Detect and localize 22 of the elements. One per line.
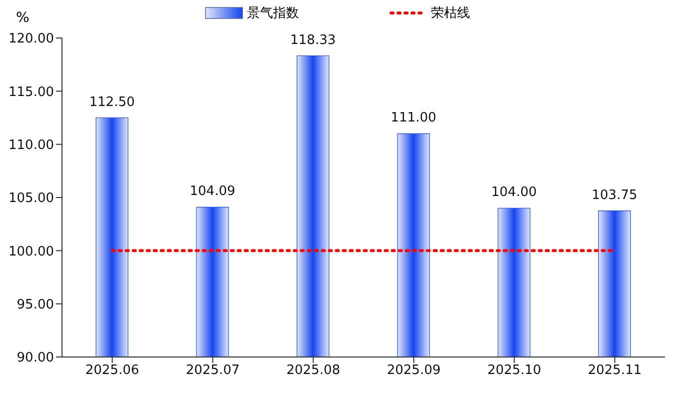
y-tick-label: 120.00 (8, 32, 54, 47)
data-label: 118.33 (290, 32, 336, 48)
x-tick-label: 2025.10 (487, 363, 542, 378)
x-tick-label: 2025.11 (588, 363, 642, 378)
x-tick-label: 2025.07 (186, 363, 240, 378)
x-tick-label: 2025.08 (286, 363, 340, 378)
y-tick-label: 100.00 (8, 244, 54, 260)
data-label: 104.00 (491, 185, 537, 200)
x-tick-label: 2025.06 (85, 363, 140, 378)
x-tick-label: 2025.09 (386, 363, 441, 378)
y-axis-title: % (16, 10, 30, 26)
data-label: 103.75 (592, 188, 638, 203)
legend-label: 荣枯线 (431, 5, 470, 22)
y-tick-label: 115.00 (8, 84, 54, 100)
y-tick-label: 90.00 (16, 350, 54, 366)
y-tick-label: 105.00 (8, 191, 54, 206)
data-label: 111.00 (390, 110, 436, 126)
y-tick-label: 110.00 (8, 138, 54, 153)
data-label: 104.09 (190, 184, 236, 200)
legend-label: 景气指数 (247, 5, 299, 22)
data-label: 112.50 (89, 94, 135, 110)
y-tick-label: 95.00 (16, 297, 54, 312)
